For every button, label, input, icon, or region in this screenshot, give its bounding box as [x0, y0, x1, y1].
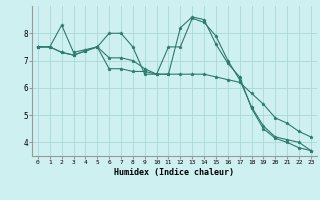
X-axis label: Humidex (Indice chaleur): Humidex (Indice chaleur)	[115, 168, 234, 177]
